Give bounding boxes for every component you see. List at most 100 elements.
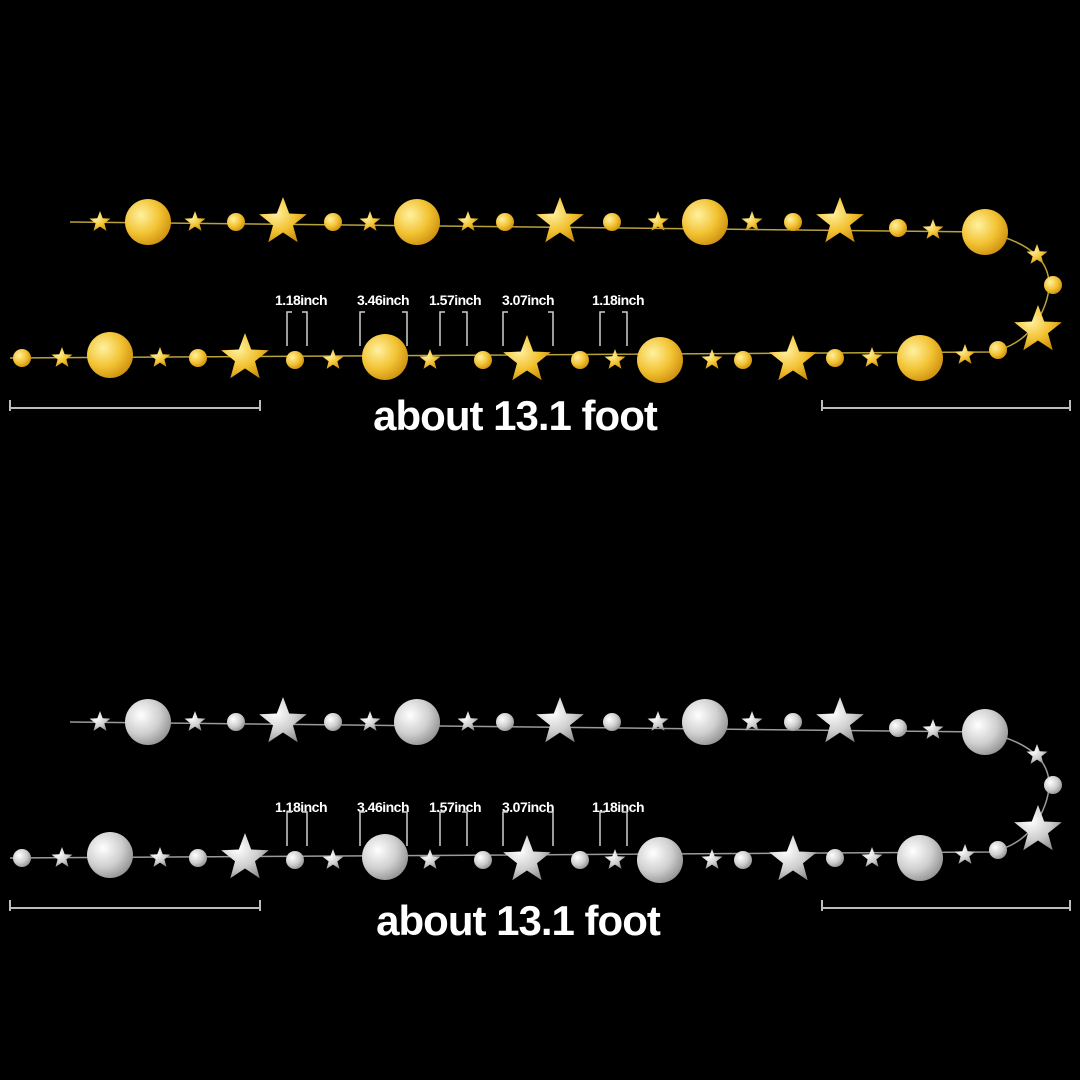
small-circle-ornament xyxy=(324,713,342,731)
small-circle-ornament xyxy=(603,213,621,231)
small-star-ornament xyxy=(359,211,381,231)
small-circle-ornament xyxy=(734,851,752,869)
small-star-ornament xyxy=(741,211,763,231)
small-circle-ornament xyxy=(784,213,802,231)
small-circle-ornament xyxy=(474,851,492,869)
dimension-label: 3.07inch xyxy=(502,292,554,308)
small-star-ornament xyxy=(51,847,73,867)
large-star-ornament xyxy=(769,335,817,381)
small-star-ornament xyxy=(1026,244,1048,264)
dimension-bracket xyxy=(359,311,408,346)
small-circle-ornament xyxy=(826,349,844,367)
dimension-bracket xyxy=(599,811,628,846)
large-circle-ornament xyxy=(637,837,683,883)
large-star-ornament xyxy=(816,197,864,243)
gold-dimension-labels: 1.18inch 3.46inch 1.57inch 3.07inch 1.18… xyxy=(275,292,645,308)
small-circle-ornament xyxy=(1044,276,1062,294)
large-circle-ornament xyxy=(897,335,943,381)
small-star-ornament xyxy=(184,211,206,231)
small-circle-ornament xyxy=(189,349,207,367)
small-circle-ornament xyxy=(603,713,621,731)
small-circle-ornament xyxy=(496,713,514,731)
small-star-ornament xyxy=(149,347,171,367)
small-circle-ornament xyxy=(1044,776,1062,794)
small-circle-ornament xyxy=(889,219,907,237)
small-star-ornament xyxy=(922,719,944,739)
dimension-bracket xyxy=(502,311,554,346)
small-circle-ornament xyxy=(571,351,589,369)
gold-garland: 1.18inch 3.46inch 1.57inch 3.07inch 1.18… xyxy=(9,197,1071,439)
small-circle-ornament xyxy=(474,351,492,369)
dimension-bracket xyxy=(502,811,554,846)
small-circle-ornament xyxy=(324,213,342,231)
dimension-bracket xyxy=(439,811,468,846)
small-circle-ornament xyxy=(13,849,31,867)
small-circle-ornament xyxy=(496,213,514,231)
large-circle-ornament xyxy=(637,337,683,383)
large-circle-ornament xyxy=(394,699,440,745)
dimension-label: 1.18inch xyxy=(592,292,644,308)
small-star-ornament xyxy=(741,711,763,731)
small-star-ornament xyxy=(647,211,669,231)
small-circle-ornament xyxy=(227,213,245,231)
total-length-label: about 13.1 foot xyxy=(373,392,658,439)
large-star-ornament xyxy=(769,835,817,881)
large-circle-ornament xyxy=(362,334,408,380)
small-star-ornament xyxy=(1026,744,1048,764)
small-star-ornament xyxy=(149,847,171,867)
large-circle-ornament xyxy=(962,209,1008,255)
small-star-ornament xyxy=(457,211,479,231)
length-measure-line xyxy=(9,400,261,411)
small-star-ornament xyxy=(359,711,381,731)
small-circle-ornament xyxy=(227,713,245,731)
small-star-ornament xyxy=(954,844,976,864)
small-star-ornament xyxy=(419,349,441,369)
total-length-label: about 13.1 foot xyxy=(376,897,661,944)
small-circle-ornament xyxy=(13,349,31,367)
silver-garland: 1.18inch 3.46inch 1.57inch 3.07inch 1.18… xyxy=(9,697,1071,944)
large-circle-ornament xyxy=(897,835,943,881)
small-star-ornament xyxy=(701,849,723,869)
silver-dimension-labels: 1.18inch 3.46inch 1.57inch 3.07inch 1.18… xyxy=(275,799,645,815)
dimension-label: 1.18inch xyxy=(275,292,327,308)
small-circle-ornament xyxy=(189,849,207,867)
small-circle-ornament xyxy=(286,351,304,369)
small-star-ornament xyxy=(954,344,976,364)
garland-string xyxy=(9,721,1050,859)
large-star-ornament xyxy=(259,197,307,243)
large-circle-ornament xyxy=(394,199,440,245)
dimension-label: 1.18inch xyxy=(592,799,644,815)
dimension-bracket xyxy=(359,811,408,846)
large-star-ornament xyxy=(816,697,864,743)
dimension-label: 3.46inch xyxy=(357,292,409,308)
large-circle-ornament xyxy=(87,332,133,378)
dimension-label: 1.18inch xyxy=(275,799,327,815)
dimension-label: 3.46inch xyxy=(357,799,409,815)
large-circle-ornament xyxy=(962,709,1008,755)
dimension-label: 1.57inch xyxy=(429,292,481,308)
large-star-ornament xyxy=(536,697,584,743)
small-circle-ornament xyxy=(571,851,589,869)
small-star-ornament xyxy=(457,711,479,731)
large-circle-ornament xyxy=(362,834,408,880)
large-circle-ornament xyxy=(87,832,133,878)
small-circle-ornament xyxy=(989,341,1007,359)
small-star-ornament xyxy=(604,349,626,369)
large-circle-ornament xyxy=(125,699,171,745)
small-star-ornament xyxy=(861,847,883,867)
large-circle-ornament xyxy=(125,199,171,245)
large-star-ornament xyxy=(259,697,307,743)
large-star-ornament xyxy=(221,833,269,879)
large-star-ornament xyxy=(503,335,551,381)
dimension-bracket xyxy=(286,811,308,846)
small-star-ornament xyxy=(647,711,669,731)
small-star-ornament xyxy=(322,849,344,869)
small-star-ornament xyxy=(419,849,441,869)
large-star-ornament xyxy=(1014,805,1062,851)
large-circle-ornament xyxy=(682,699,728,745)
dimension-bracket xyxy=(439,311,468,346)
dimension-label: 3.07inch xyxy=(502,799,554,815)
dimension-bracket xyxy=(599,311,628,346)
dimension-label: 1.57inch xyxy=(429,799,481,815)
